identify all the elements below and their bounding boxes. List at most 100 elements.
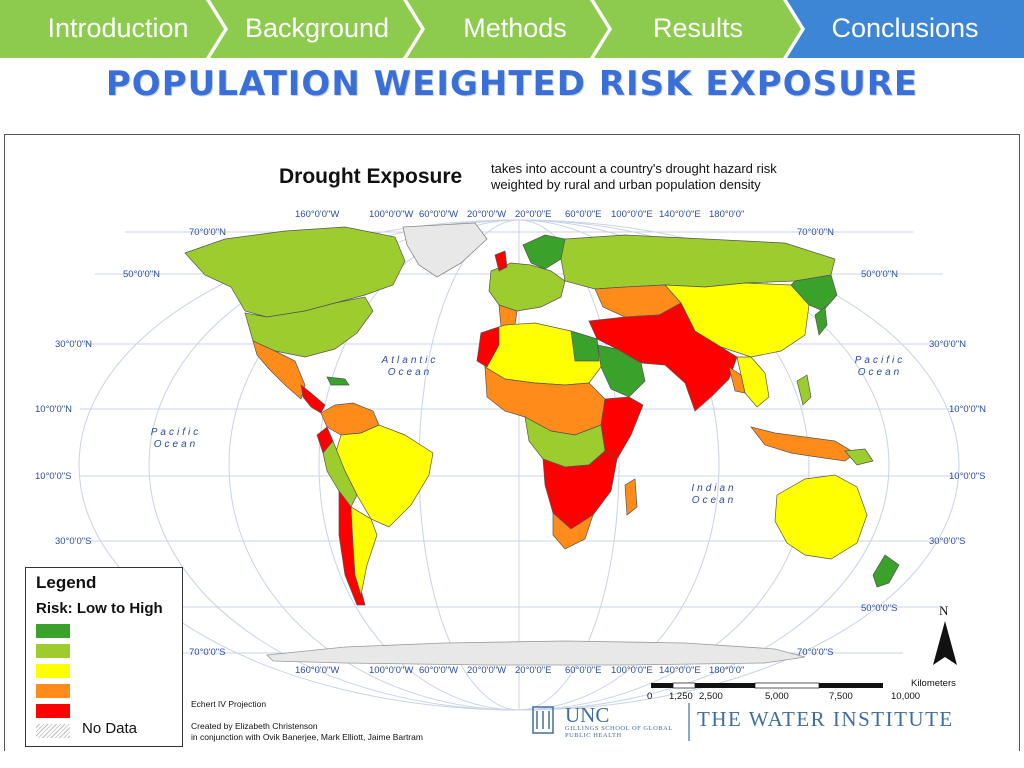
lon-label-bottom: 60°0'0"W (419, 665, 459, 676)
lon-label-top: 140°0'0"E (659, 209, 701, 220)
uk (494, 250, 508, 272)
indonesia (750, 426, 856, 462)
lon-label-top: 160°0'0"W (295, 209, 340, 220)
north-label: N (939, 603, 949, 618)
scale-tick-label: 5,000 (765, 691, 789, 702)
lat-label-right: 30°0'0"N (929, 339, 966, 350)
nav-introduction-label[interactable]: Introduction (47, 13, 189, 43)
caribbean (326, 376, 350, 386)
legend-swatch-no-data (36, 724, 70, 738)
new-guinea (844, 448, 874, 466)
argentina (350, 506, 378, 596)
lon-label-bottom: 20°0'0"W (467, 665, 507, 676)
scandinavia (522, 234, 566, 270)
australia (774, 474, 868, 560)
russia (560, 234, 836, 290)
credit-line-2: in conjunction with Ovik Banerjee, Mark … (191, 732, 423, 742)
lat-label-left: 10°0'0"N (35, 404, 72, 415)
lon-label-bottom: 60°0'0"E (565, 665, 602, 676)
nav-methods-label[interactable]: Methods (463, 13, 567, 43)
water-institute-logo-text: THE WATER INSTITUTE (697, 707, 954, 731)
scale-tick-label: 1,250 (669, 691, 693, 702)
nav-chevron-introduction[interactable] (0, 0, 224, 58)
lon-label-top: 100°0'0"E (611, 209, 653, 220)
peru-bolivia (322, 440, 358, 508)
lat-label-left: 50°0'0"N (123, 269, 160, 280)
scale-tick-label: 10,000 (891, 691, 921, 702)
lon-label-bottom: 20°0'0"E (515, 665, 552, 676)
lon-label-top: 20°0'0"E (515, 209, 552, 220)
lat-label-right: 50°0'0"N (861, 269, 898, 280)
unc-logo-icon (532, 703, 690, 741)
pacific-ocean-east-label: Pacific Ocean (854, 355, 906, 378)
map-subtitle: takes into account a country's drought h… (491, 161, 777, 192)
lat-label-right: 70°0'0"N (797, 227, 834, 238)
scale-tick-label: 7,500 (829, 691, 853, 702)
lon-label-bottom: 140°0'0"E (659, 665, 701, 676)
legend-title: Legend (36, 573, 97, 592)
nav-chevron-methods[interactable] (407, 0, 608, 58)
legend-swatch-risk-2 (36, 644, 70, 658)
lon-label-top: 180°0'0" (709, 209, 745, 220)
canada-alaska (184, 226, 406, 318)
lat-label-left: 30°0'0"S (55, 536, 92, 547)
antarctica (266, 640, 806, 666)
pacific-ocean-west-label: Pacific Ocean (150, 427, 202, 450)
greenland (402, 222, 488, 278)
section-nav: Introduction Background Methods Results … (0, 0, 1024, 58)
lon-label-top: 60°0'0"W (419, 209, 459, 220)
lat-label-right: 10°0'0"N (949, 404, 986, 415)
horn-of-africa (600, 396, 644, 460)
south-africa (552, 512, 594, 550)
slide-title: POPULATION WEIGHTED RISK EXPOSURE (105, 64, 919, 104)
legend-swatch-risk-4 (36, 684, 70, 698)
lon-label-top: 100°0'0"W (369, 209, 414, 220)
myanmar (728, 366, 746, 394)
lat-label-left: 70°0'0"S (189, 647, 226, 658)
nav-chevron-conclusions[interactable] (787, 0, 1024, 58)
arabia (596, 344, 646, 398)
lon-label-bottom: 100°0'0"E (611, 665, 653, 676)
scale-tick-label: 2,500 (699, 691, 723, 702)
morocco-west (476, 326, 500, 368)
map-legend: Legend Risk: Low to High No Data (25, 567, 183, 747)
credit-line-1: Created by Elizabeth Christenson (191, 721, 318, 731)
legend-subtitle: Risk: Low to High (36, 600, 163, 617)
projection-note: Echert IV Projection (191, 699, 267, 709)
new-zealand (872, 554, 900, 588)
lat-label-right: 30°0'0"S (929, 536, 966, 547)
lat-label-left: 70°0'0"N (189, 227, 226, 238)
scale-tick-label: 0 (647, 691, 653, 702)
section-nav-shapes (0, 0, 1024, 58)
north-arrow-icon (933, 621, 957, 665)
nav-chevron-results[interactable] (594, 0, 801, 58)
lon-label-bottom: 100°0'0"W (369, 665, 414, 676)
lon-label-top: 20°0'0"W (467, 209, 507, 220)
nav-chevron-background[interactable] (210, 0, 421, 58)
scale-bar (651, 682, 883, 689)
drought-exposure-map: Drought Exposure takes into account a co… (4, 134, 1020, 751)
legend-swatch-risk-1 (36, 624, 70, 638)
lat-label-left: 30°0'0"N (55, 339, 92, 350)
lat-label-right: 50°0'0"S (861, 603, 898, 614)
legend-swatch-risk-3 (36, 664, 70, 678)
madagascar (624, 478, 638, 516)
lon-label-top: 60°0'0"E (565, 209, 602, 220)
nav-results-label[interactable]: Results (652, 13, 744, 43)
nav-background-label[interactable]: Background (244, 13, 390, 43)
lat-label-right: 10°0'0"S (949, 471, 986, 482)
nav-conclusions-label[interactable]: Conclusions (831, 13, 979, 43)
lon-label-bottom: 180°0'0" (709, 665, 745, 676)
unc-logo-text: UNC (565, 703, 610, 727)
western-europe (488, 262, 566, 312)
egypt (570, 330, 600, 362)
indian-ocean-label: Indian Ocean (691, 483, 737, 506)
scale-unit-label: Kilometers (911, 678, 956, 689)
mexico (252, 340, 306, 400)
legend-no-data-label: No Data (82, 720, 138, 737)
legend-swatch-risk-5 (36, 704, 70, 718)
unc-logo-subtext: GILLINGS SCHOOL OF GLOBAL PUBLIC HEALTH (565, 725, 673, 739)
japan (814, 306, 828, 336)
southern-africa (542, 450, 618, 530)
map-canvas (78, 219, 960, 741)
